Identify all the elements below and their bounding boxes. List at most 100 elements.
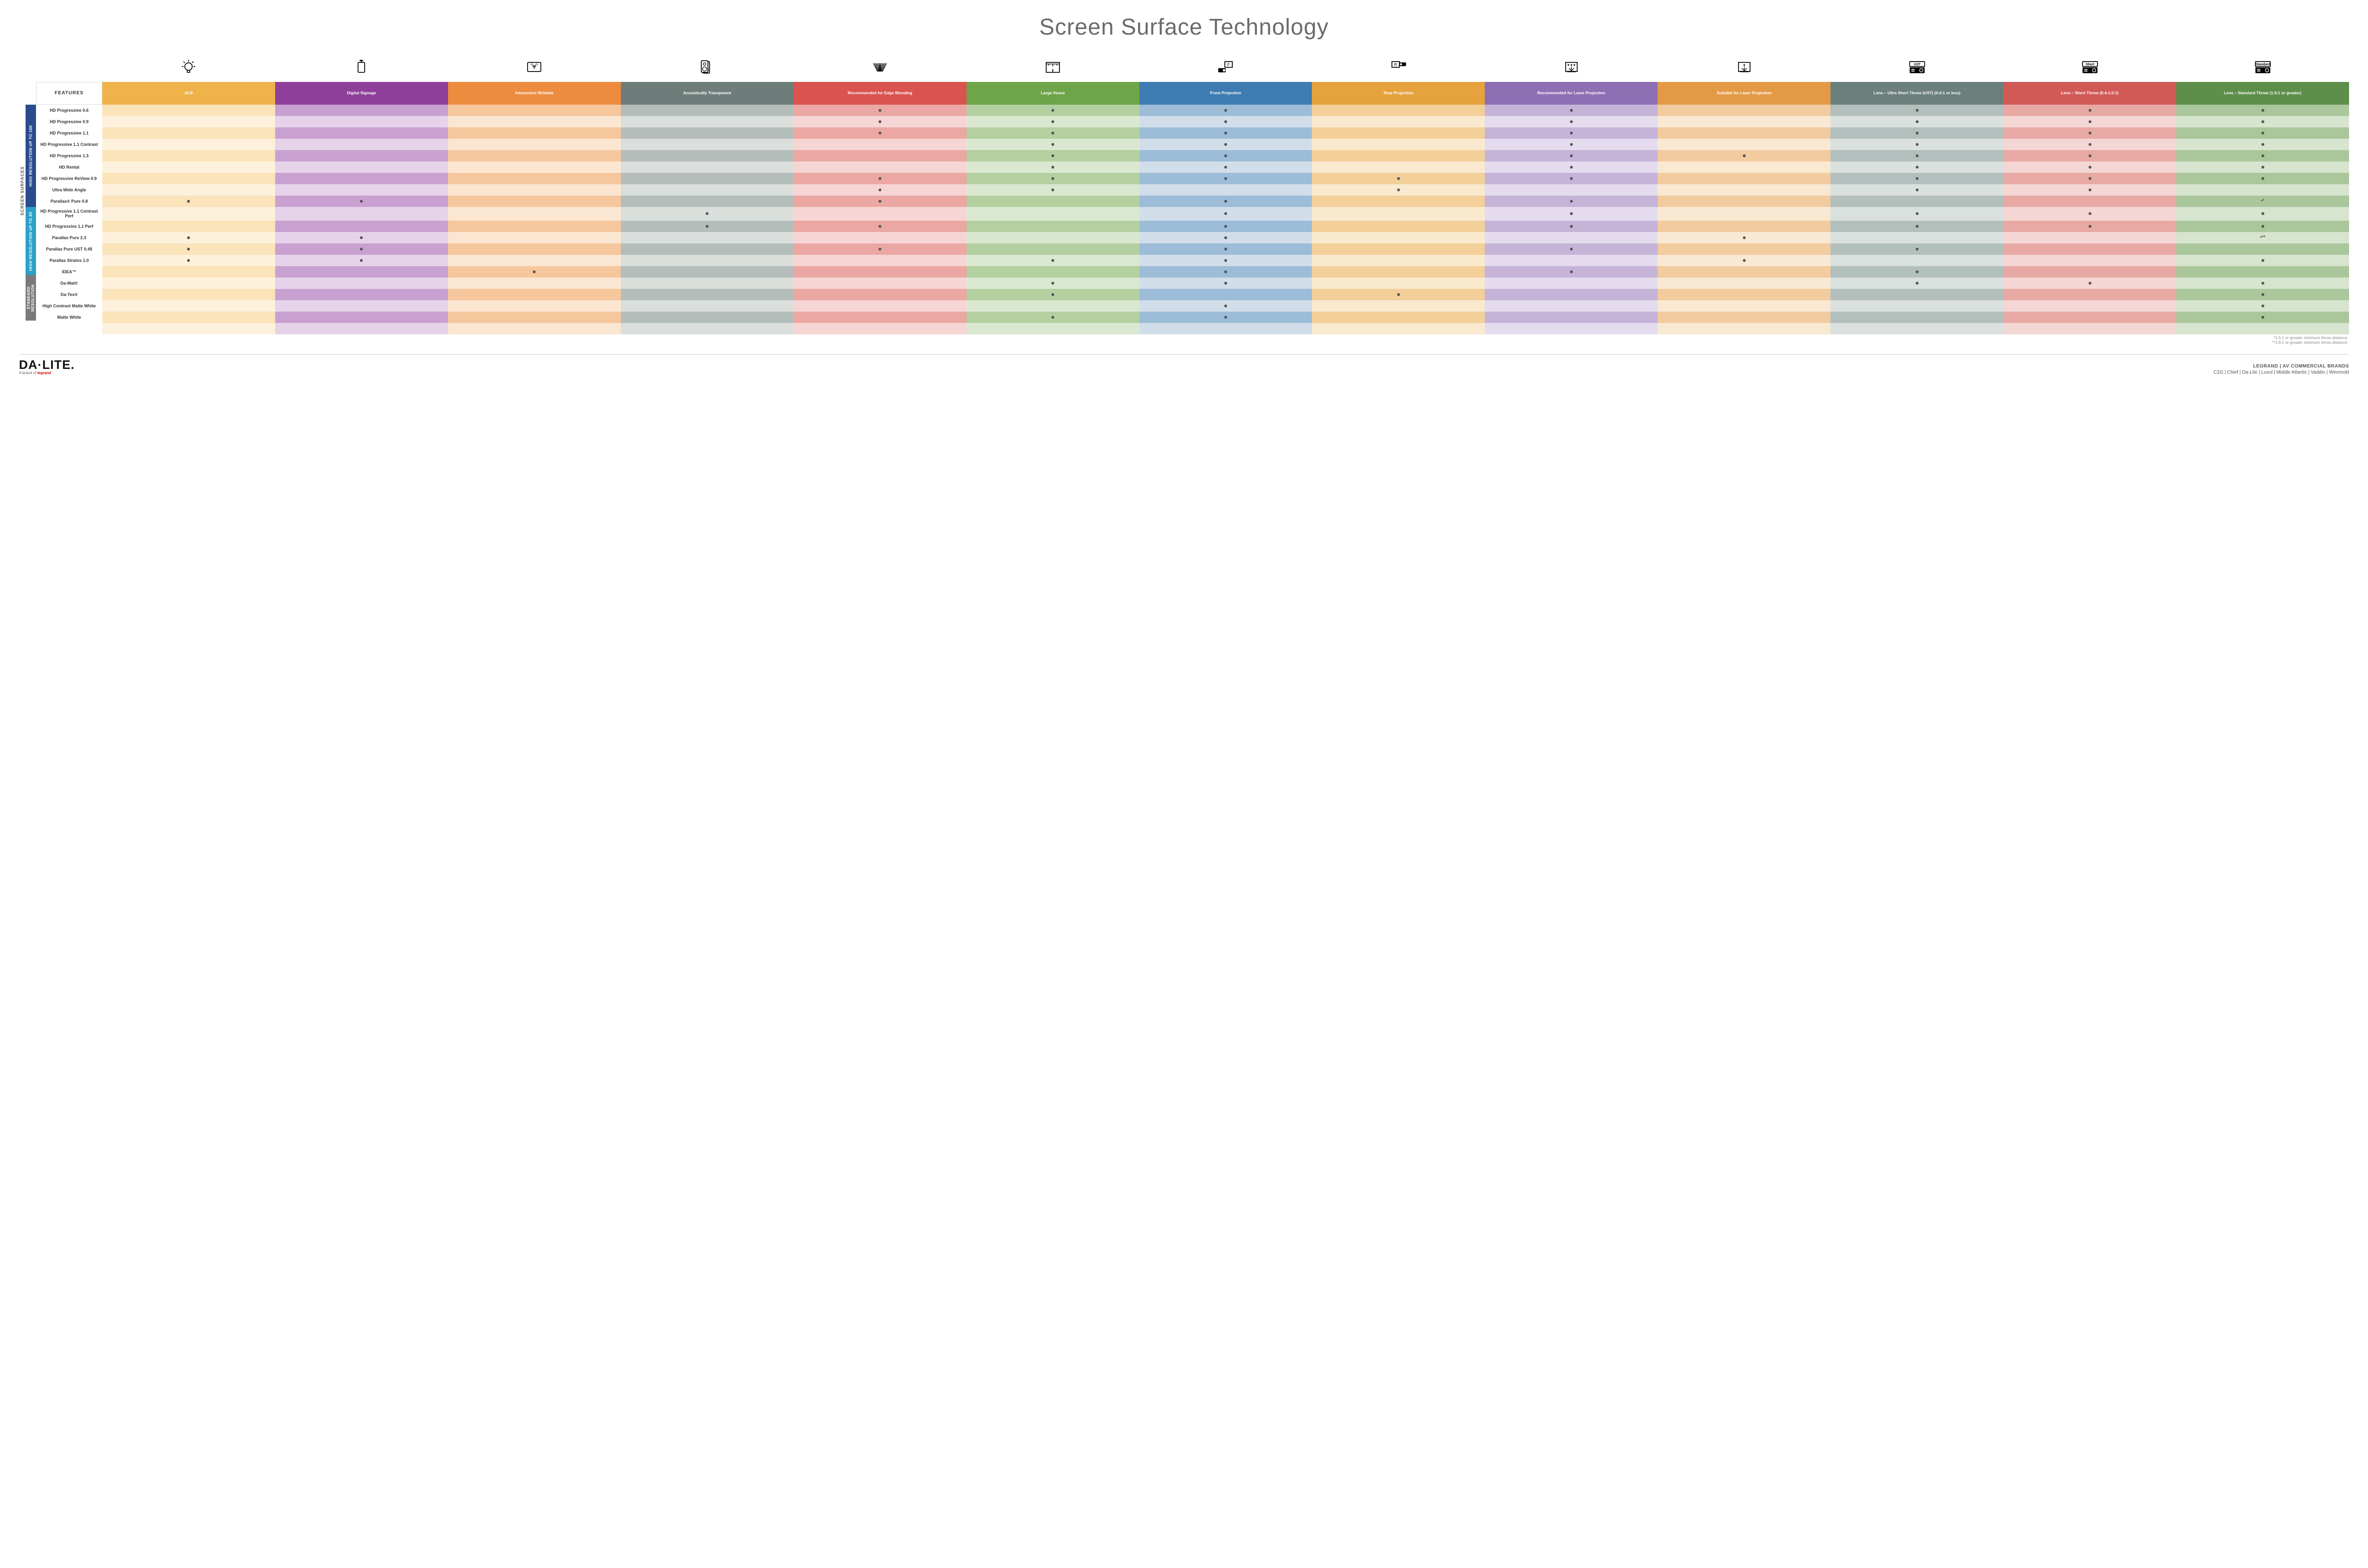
cell-rear	[1312, 221, 1485, 232]
cell-writable	[448, 184, 621, 196]
cell-front	[1139, 312, 1312, 323]
cell-lens_short	[2003, 243, 2176, 255]
cell-signage	[275, 278, 448, 289]
cell-rear	[1312, 150, 1485, 161]
cell-acoustic	[621, 161, 794, 173]
svg-text:R: R	[1394, 63, 1397, 67]
cell-acoustic	[621, 255, 794, 266]
column-header-edge: Recommended for Edge Blending	[794, 82, 967, 105]
cell-writable	[448, 161, 621, 173]
cell-acoustic	[621, 207, 794, 221]
cell-acoustic	[621, 312, 794, 323]
cell-laser_rec	[1485, 243, 1658, 255]
cell-edge	[794, 312, 967, 323]
cell-lens_std	[2176, 127, 2349, 139]
cell-edge	[794, 196, 967, 207]
cell-alr	[102, 127, 275, 139]
cell-venue	[967, 255, 1139, 266]
group-label: HIGH RESOLUTION UP TO 16K	[26, 105, 36, 207]
cell-lens_short	[2003, 266, 2176, 278]
cell-laser_ok	[1658, 221, 1830, 232]
cell-lens_std	[2176, 207, 2349, 221]
cell-alr	[102, 150, 275, 161]
cell-front	[1139, 221, 1312, 232]
edge-icon	[870, 58, 890, 78]
row-label: Parallax Pure UST 0.45	[36, 243, 102, 255]
row-label: HD Progressive 1.1 Perf	[36, 221, 102, 232]
cell-lens_std	[2176, 266, 2349, 278]
cell-signage	[275, 150, 448, 161]
cell-alr	[102, 300, 275, 312]
cell-edge	[794, 139, 967, 150]
cell-venue	[967, 300, 1139, 312]
venue-icon	[1043, 58, 1063, 78]
feature-grid: FR★★★★USTShortStandardFEATURESALRDigital…	[36, 54, 2349, 334]
cell-lens_ust	[1830, 161, 2003, 173]
cell-alr	[102, 184, 275, 196]
row-label: Ultra Wide Angle	[36, 184, 102, 196]
column-icon-edge	[794, 54, 967, 82]
column-header-venue: Large Venue	[967, 82, 1139, 105]
cell-lens_ust	[1830, 207, 2003, 221]
column-icon-lens_short: Short	[2003, 54, 2176, 82]
row-label: HD Progressive 0.9	[36, 116, 102, 127]
cell-front	[1139, 105, 1312, 116]
cell-lens_short	[2003, 184, 2176, 196]
row-label: IDEA™	[36, 266, 102, 278]
cell-laser_ok	[1658, 243, 1830, 255]
cell-laser_ok	[1658, 255, 1830, 266]
cell-lens_std	[2176, 300, 2349, 312]
cell-rear	[1312, 312, 1485, 323]
cell-front	[1139, 184, 1312, 196]
cell-writable	[448, 196, 621, 207]
cell-lens_std	[2176, 184, 2349, 196]
cell-alr	[102, 255, 275, 266]
brand-sub-logo: legrand	[37, 371, 51, 375]
row-label: HD Progressive 0.6	[36, 105, 102, 116]
cell-venue	[967, 127, 1139, 139]
cell-lens_short	[2003, 127, 2176, 139]
cell-front	[1139, 139, 1312, 150]
group-label: STANDARD RESOLUTION	[26, 275, 36, 321]
cell-laser_ok	[1658, 232, 1830, 243]
cell-signage	[275, 116, 448, 127]
cell-alr	[102, 173, 275, 184]
front-icon: F	[1216, 58, 1236, 78]
cell-signage	[275, 221, 448, 232]
svg-text:F: F	[1227, 63, 1229, 67]
cell-alr	[102, 289, 275, 300]
cell-lens_ust	[1830, 105, 2003, 116]
cell-signage	[275, 184, 448, 196]
cell-laser_rec	[1485, 289, 1658, 300]
cell-front	[1139, 278, 1312, 289]
cell-edge	[794, 161, 967, 173]
cell-lens_short	[2003, 207, 2176, 221]
cell-front	[1139, 127, 1312, 139]
side-outer-label: SCREEN SURFACES	[19, 54, 26, 327]
cell-rear	[1312, 289, 1485, 300]
rear-icon: R	[1389, 58, 1408, 78]
column-header-laser_ok: Suitable for Laser Projection	[1658, 82, 1830, 105]
cell-signage	[275, 312, 448, 323]
cell-lens_std	[2176, 150, 2349, 161]
cell-lens_std	[2176, 139, 2349, 150]
svg-text:★: ★	[1743, 63, 1746, 67]
cell-signage	[275, 105, 448, 116]
cell-edge	[794, 184, 967, 196]
cell-rear	[1312, 300, 1485, 312]
cell-acoustic	[621, 127, 794, 139]
cell-alr	[102, 161, 275, 173]
touch-icon	[524, 58, 544, 78]
cell-venue	[967, 243, 1139, 255]
cell-rear	[1312, 173, 1485, 184]
cell-edge	[794, 266, 967, 278]
cell-lens_std	[2176, 105, 2349, 116]
proj-icon: Standard	[2253, 58, 2273, 78]
cell-rear	[1312, 278, 1485, 289]
column-header-front: Front Projection	[1139, 82, 1312, 105]
cell-lens_ust	[1830, 312, 2003, 323]
cell-lens_std	[2176, 289, 2349, 300]
cell-venue	[967, 184, 1139, 196]
cell-edge	[794, 105, 967, 116]
cell-writable	[448, 300, 621, 312]
